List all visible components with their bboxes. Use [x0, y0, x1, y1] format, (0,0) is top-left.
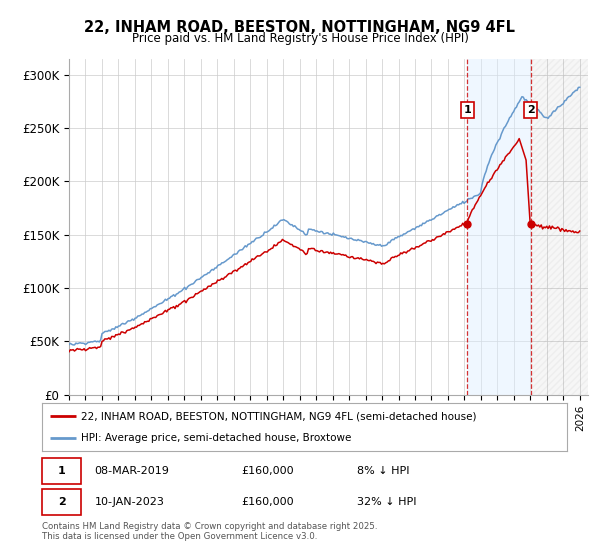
- Text: Price paid vs. HM Land Registry's House Price Index (HPI): Price paid vs. HM Land Registry's House …: [131, 32, 469, 45]
- Text: 1: 1: [464, 105, 471, 115]
- Text: £160,000: £160,000: [241, 497, 294, 507]
- Text: HPI: Average price, semi-detached house, Broxtowe: HPI: Average price, semi-detached house,…: [82, 433, 352, 443]
- Text: 10-JAN-2023: 10-JAN-2023: [95, 497, 164, 507]
- Text: 2: 2: [58, 497, 65, 507]
- Bar: [531, 59, 588, 395]
- Bar: [467, 59, 531, 395]
- Text: Contains HM Land Registry data © Crown copyright and database right 2025.
This d: Contains HM Land Registry data © Crown c…: [42, 522, 377, 542]
- Bar: [531, 59, 588, 395]
- Text: 2: 2: [527, 105, 535, 115]
- FancyBboxPatch shape: [42, 458, 82, 484]
- FancyBboxPatch shape: [42, 489, 82, 515]
- Text: 8% ↓ HPI: 8% ↓ HPI: [357, 466, 409, 476]
- Text: 1: 1: [58, 466, 65, 476]
- Text: 22, INHAM ROAD, BEESTON, NOTTINGHAM, NG9 4FL (semi-detached house): 22, INHAM ROAD, BEESTON, NOTTINGHAM, NG9…: [82, 411, 477, 421]
- Text: 22, INHAM ROAD, BEESTON, NOTTINGHAM, NG9 4FL: 22, INHAM ROAD, BEESTON, NOTTINGHAM, NG9…: [85, 20, 515, 35]
- Text: 32% ↓ HPI: 32% ↓ HPI: [357, 497, 416, 507]
- Text: 08-MAR-2019: 08-MAR-2019: [95, 466, 169, 476]
- Text: £160,000: £160,000: [241, 466, 294, 476]
